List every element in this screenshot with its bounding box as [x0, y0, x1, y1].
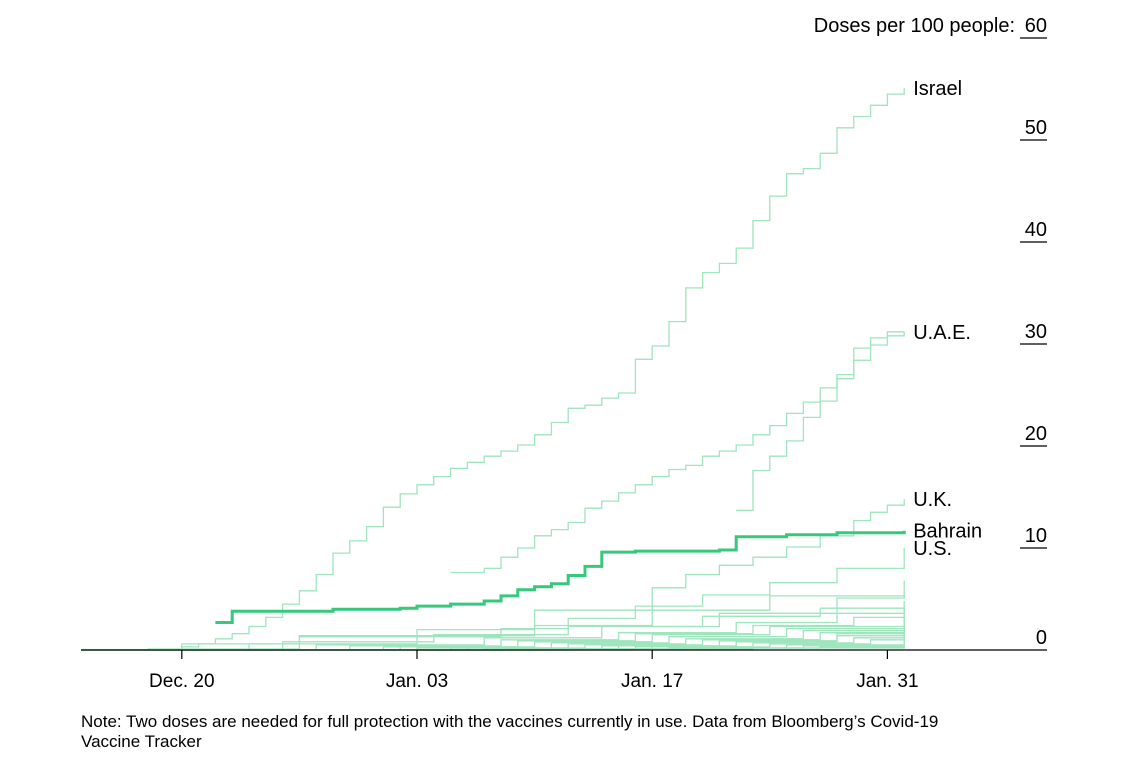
x-axis-ticks: Dec. 20 Jan. 03 Jan. 17 Jan. 31 [149, 650, 919, 692]
y-tick-label: 50 [1025, 117, 1047, 139]
x-tick-label: Jan. 03 [386, 671, 448, 692]
series-line [81, 619, 905, 651]
series-line [81, 609, 905, 651]
y-axis-ticks: 0 10 20 30 40 50 60 [1020, 15, 1047, 649]
y-tick-label: 20 [1025, 423, 1047, 445]
x-tick-label: Dec. 20 [149, 671, 214, 692]
highlight-series-group [215, 530, 906, 624]
y-axis-title: Doses per 100 people: [814, 15, 1015, 37]
series-line [736, 331, 905, 511]
series-line [81, 548, 905, 651]
y-tick-label: 10 [1025, 525, 1047, 547]
series-label: Israel [913, 78, 962, 100]
background-series-group [81, 88, 905, 651]
series-label: U.K. [913, 489, 952, 511]
series-line [81, 601, 905, 651]
series-line [81, 616, 905, 651]
chart-svg: Dec. 20 Jan. 03 Jan. 17 Jan. 31 0 10 20 30 40 50… [81, 15, 1047, 692]
y-tick-label: 30 [1025, 321, 1047, 343]
y-tick-label: 40 [1025, 219, 1047, 241]
series-labels: Israel U.A.E. U.K. U.S.Bahrain [913, 78, 982, 560]
x-tick-label: Jan. 31 [856, 671, 918, 692]
series-line [81, 499, 905, 651]
series-line [81, 634, 905, 651]
series-label: Bahrain [913, 521, 982, 543]
chart-note: Note: Two doses are needed for full prot… [81, 712, 939, 751]
y-tick-label: 0 [1036, 627, 1047, 649]
series-line [81, 613, 905, 651]
series-line [81, 580, 905, 651]
series-label: U.A.E. [913, 322, 971, 344]
series-line [81, 628, 905, 651]
series-line-highlight [215, 530, 906, 624]
series-label: U.S. [913, 538, 952, 560]
x-tick-label: Jan. 17 [621, 671, 683, 692]
series-line [81, 88, 905, 651]
series-line [81, 622, 905, 651]
series-line [81, 605, 905, 651]
y-tick-label: 60 [1025, 15, 1047, 37]
